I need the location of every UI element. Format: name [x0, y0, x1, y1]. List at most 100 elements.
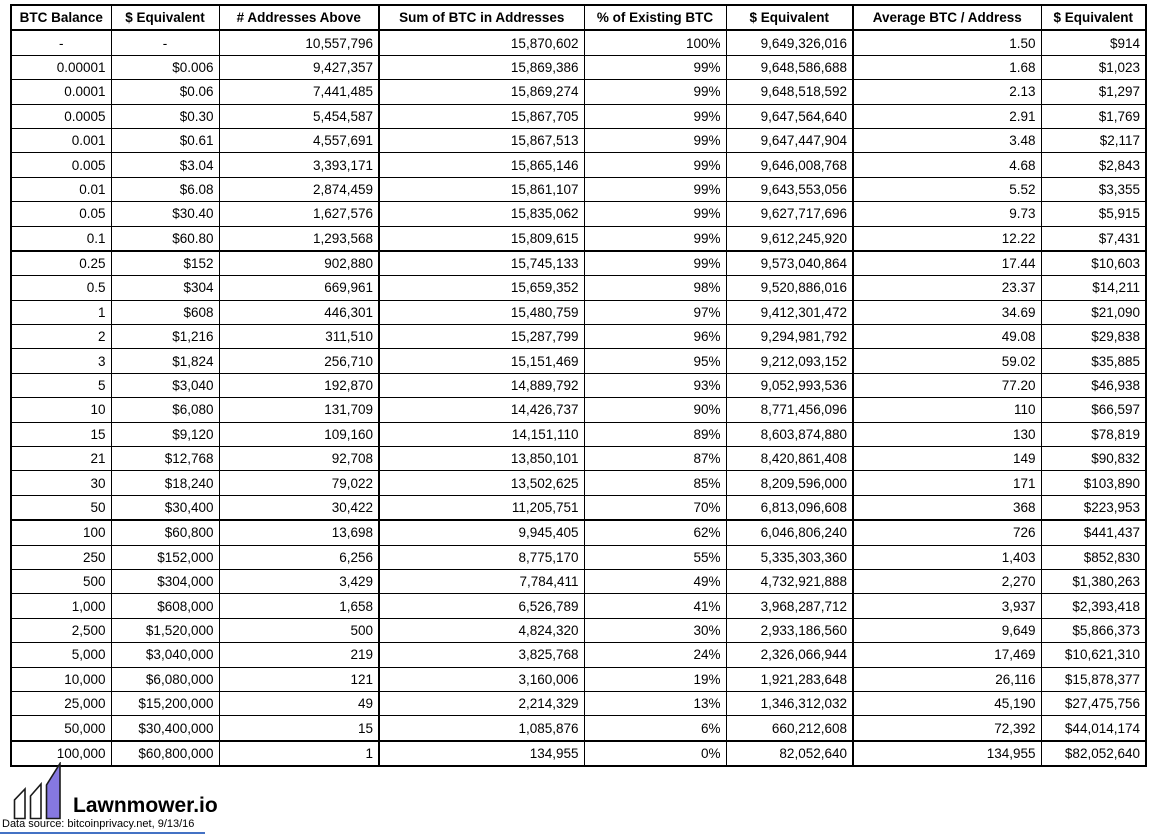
table-cell: $27,475,756 — [1040, 690, 1147, 717]
table-row: 0.5 $304 669,961 15,659,352 98% 9,520,886,016… — [10, 275, 1147, 301]
table-cell: 5,454,587 — [218, 103, 380, 129]
table-cell: $60.80 — [110, 225, 220, 252]
table-row: 2,500 $1,520,000 500 4,824,320 30% 2,933,186,… — [10, 617, 1147, 644]
table-cell: 192,870 — [218, 372, 380, 399]
table-cell: 9.73 — [852, 201, 1042, 227]
table-cell: 9,646,008,768 — [725, 152, 854, 178]
table-cell: 15 — [218, 715, 380, 742]
table-row: 0.0005 $0.30 5,454,587 15,867,705 99% 9,647,5… — [10, 103, 1147, 129]
table-cell: 99% — [583, 54, 727, 81]
table-row: 50 $30,400 30,422 11,205,751 70% 6,813,096,60… — [10, 494, 1147, 522]
table-cell: $7,431 — [1040, 225, 1147, 252]
table-row: - -10,557,796 15,870,602 100% 9,649,326,016 1… — [10, 29, 1147, 56]
table-cell: 92,708 — [218, 446, 380, 472]
table-cell: $304,000 — [110, 568, 220, 595]
table-row: 0.005 $3.04 3,393,171 15,865,146 99% 9,646,00… — [10, 152, 1147, 178]
table-cell: 30,422 — [218, 494, 380, 522]
table-cell: 4,732,921,888 — [725, 568, 854, 595]
table-cell: 11,205,751 — [378, 494, 585, 522]
table-cell: 110 — [852, 397, 1042, 423]
table-cell: 311,510 — [218, 324, 380, 350]
table-cell: 15,867,513 — [378, 127, 585, 154]
table-cell: $15,878,377 — [1040, 666, 1147, 692]
table-cell: 72,392 — [852, 715, 1042, 742]
table-cell: 15,869,386 — [378, 54, 585, 81]
table-cell: 1 — [10, 299, 112, 326]
table-cell: 97% — [583, 299, 727, 326]
table-cell: 99% — [583, 127, 727, 154]
table-cell: 3 — [10, 348, 112, 374]
table-cell: 5 — [10, 372, 112, 399]
table-cell: 15,480,759 — [378, 299, 585, 326]
column-header: Sum of BTC in Addresses — [378, 3, 585, 32]
table-cell: 0.005 — [10, 152, 112, 178]
table-row: 0.25 $152 902,880 15,745,133 99% 9,573,040,86… — [10, 250, 1147, 277]
table-row: 3 $1,824 256,710 15,151,469 95% 9,212,093,152… — [10, 348, 1147, 374]
table-cell: 70% — [583, 494, 727, 522]
table-cell: 14,889,792 — [378, 372, 585, 399]
table-cell: $152,000 — [110, 544, 220, 570]
table-row: 1,000 $608,000 1,658 6,526,789 41% 3,968,287,… — [10, 593, 1147, 619]
table-cell: $1,216 — [110, 324, 220, 350]
table-cell: 0% — [583, 740, 727, 768]
table-cell: - — [110, 29, 220, 56]
table-row: 0.01 $6.08 2,874,459 15,861,107 99% 9,643,553… — [10, 176, 1147, 203]
table-cell: 7,784,411 — [378, 568, 585, 595]
table-cell: $1,824 — [110, 348, 220, 374]
table-cell: 2.91 — [852, 103, 1042, 129]
table-cell: $2,393,418 — [1040, 593, 1147, 619]
table-row: 0.00001 $0.006 9,427,357 15,869,386 99% 9,648… — [10, 54, 1147, 81]
table-cell: 6,256 — [218, 544, 380, 570]
table-cell: 93% — [583, 372, 727, 399]
table-row: 5 $3,040 192,870 14,889,792 93% 9,052,993,536… — [10, 372, 1147, 399]
column-header: # Addresses Above — [218, 3, 380, 32]
table-cell: 15,861,107 — [378, 176, 585, 203]
table-cell: 19% — [583, 666, 727, 692]
table-cell: 14,151,110 — [378, 421, 585, 448]
table-cell: 26,116 — [852, 666, 1042, 692]
lawnmower-blades-icon — [13, 762, 61, 820]
table-row: 30 $18,240 79,022 13,502,625 85% 8,209,596,00… — [10, 470, 1147, 496]
table-cell: 0.00001 — [10, 54, 112, 81]
table-cell: 59.02 — [852, 348, 1042, 374]
table-cell: 9,648,586,688 — [725, 54, 854, 81]
table-cell: 134,955 — [378, 740, 585, 768]
table-cell: $914 — [1040, 29, 1147, 56]
table-cell: $10,621,310 — [1040, 642, 1147, 668]
table-cell: 45,190 — [852, 690, 1042, 717]
data-source-note: Data source: bitcoinprivacy.net, 9/13/16 — [2, 818, 195, 830]
table-cell: 15,867,705 — [378, 103, 585, 129]
table-cell: 13,698 — [218, 519, 380, 546]
table-cell: 446,301 — [218, 299, 380, 326]
column-header: BTC Balance — [10, 3, 112, 32]
table-cell: $223,953 — [1040, 494, 1147, 522]
column-header: $ Equivalent — [110, 3, 220, 32]
table-cell: $6.08 — [110, 176, 220, 203]
table-cell: 25,000 — [10, 690, 112, 717]
table-cell: 2,326,066,944 — [725, 642, 854, 668]
table-cell: 669,961 — [218, 275, 380, 301]
table-cell: 24% — [583, 642, 727, 668]
table-cell: 5,000 — [10, 642, 112, 668]
table-cell: 130 — [852, 421, 1042, 448]
table-row: 10,000 $6,080,000 121 3,160,006 19% 1,921,283… — [10, 666, 1147, 692]
table-cell: 34.69 — [852, 299, 1042, 326]
table-cell: $0.61 — [110, 127, 220, 154]
table-cell: 89% — [583, 421, 727, 448]
table-cell: $1,769 — [1040, 103, 1147, 129]
table-cell: $30.40 — [110, 201, 220, 227]
table-cell: 21 — [10, 446, 112, 472]
table-cell: $35,885 — [1040, 348, 1147, 374]
table-cell: 171 — [852, 470, 1042, 496]
table-cell: 9,945,405 — [378, 519, 585, 546]
table-cell: $1,023 — [1040, 54, 1147, 81]
table-cell: 10 — [10, 397, 112, 423]
table-cell: $14,211 — [1040, 275, 1147, 301]
table-row: 50,000 $30,400,000 15 1,085,876 6% 660,212,60… — [10, 715, 1147, 742]
table-cell: 121 — [218, 666, 380, 692]
table-row: 25,000 $15,200,000 49 2,214,329 13% 1,346,312… — [10, 690, 1147, 717]
table-cell: 726 — [852, 519, 1042, 546]
table-cell: $29,838 — [1040, 324, 1147, 350]
table-cell: 250 — [10, 544, 112, 570]
table-cell: $441,437 — [1040, 519, 1147, 546]
